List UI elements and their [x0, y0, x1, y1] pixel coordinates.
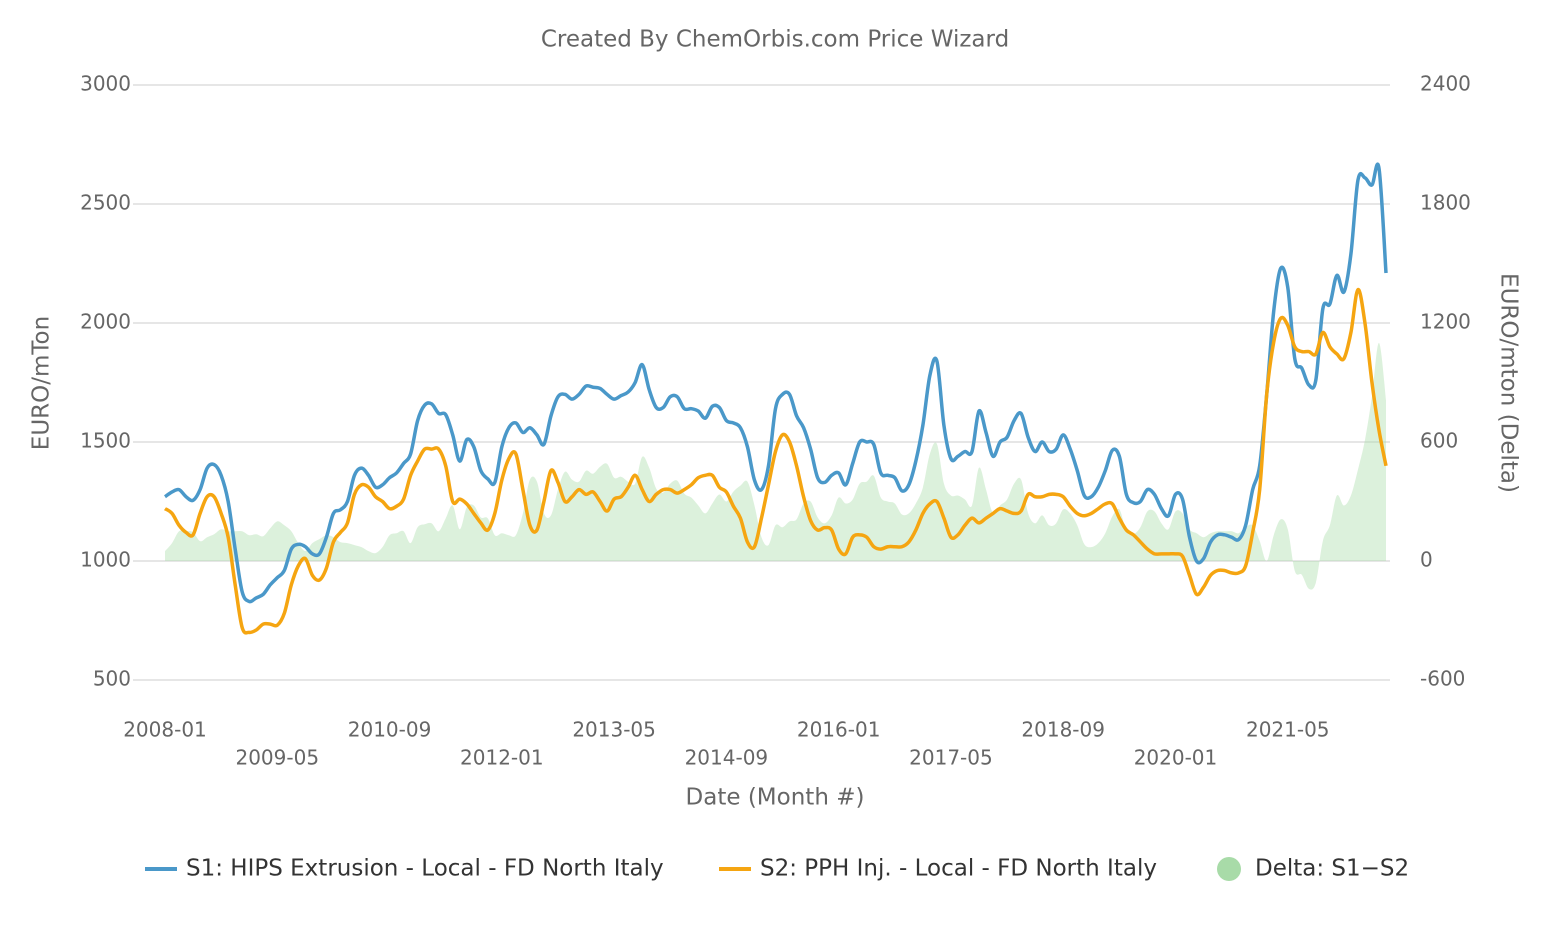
x-axis-title: Date (Month #) [686, 785, 865, 811]
x-tick-label: 2008-01 [123, 718, 207, 742]
y-tick-label: 1000 [80, 548, 131, 572]
y-tick-label: 1500 [80, 429, 131, 453]
y-tick-label: 2000 [80, 310, 131, 334]
y2-tick-label: 0 [1420, 548, 1433, 572]
y2-tick-label: 600 [1420, 429, 1458, 453]
y2-axis-title: EURO/mton (Delta) [1496, 273, 1522, 493]
y-tick-label: 500 [93, 667, 131, 691]
x-tick-label: 2014-09 [685, 746, 769, 770]
legend-label: S1: HIPS Extrusion - Local - FD North It… [186, 856, 664, 882]
legend-label: S2: PPH Inj. - Local - FD North Italy [760, 856, 1157, 882]
y2-tick-label: 1800 [1420, 191, 1471, 215]
series-line [164, 287, 1388, 635]
y-tick-label: 2500 [80, 191, 131, 215]
legend-label: Delta: S1−S2 [1255, 856, 1409, 882]
x-tick-label: 2012-01 [460, 746, 544, 770]
grid: 500 1000 1500 2000 2500 3000 -600 0 600 1200 1800 2… [80, 72, 1471, 770]
legend-symbol [1217, 857, 1241, 881]
plot-area [163, 162, 1388, 635]
y2-tick-label: 1200 [1420, 310, 1471, 334]
series-line [163, 162, 1388, 604]
legend: S1: HIPS Extrusion - Local - FD North It… [145, 856, 1409, 882]
x-tick-label: 2017-05 [909, 746, 993, 770]
x-tick-label: 2010-09 [348, 718, 432, 742]
y-axis-title: EURO/mTon [29, 316, 55, 450]
x-tick-label: 2021-05 [1246, 718, 1330, 742]
chart-title: Created By ChemOrbis.com Price Wizard [541, 27, 1009, 53]
y-tick-label: 3000 [80, 72, 131, 96]
x-tick-label: 2016-01 [797, 718, 881, 742]
y2-tick-label: 2400 [1420, 72, 1471, 96]
x-tick-label: 2009-05 [235, 746, 319, 770]
x-tick-label: 2018-09 [1021, 718, 1105, 742]
x-tick-label: 2020-01 [1134, 746, 1218, 770]
delta-area [165, 342, 1386, 590]
y2-tick-label: -600 [1420, 667, 1465, 691]
x-tick-label: 2013-05 [572, 718, 656, 742]
